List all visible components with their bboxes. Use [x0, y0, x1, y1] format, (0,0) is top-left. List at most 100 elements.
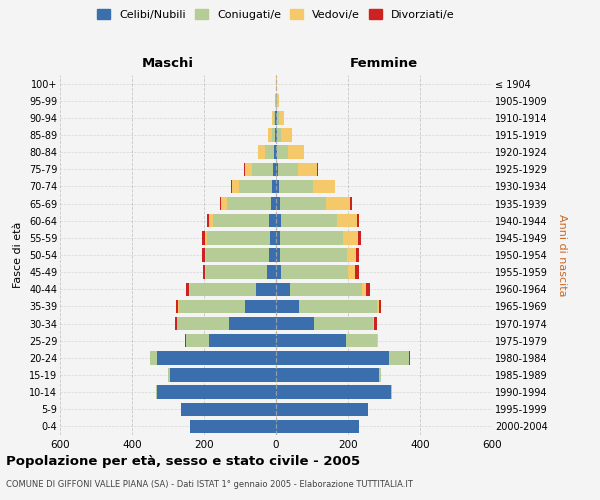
- Bar: [287, 146, 304, 159]
- Bar: [272, 180, 276, 193]
- Bar: [276, 386, 391, 399]
- Bar: [326, 197, 350, 210]
- Y-axis label: Fasce di età: Fasce di età: [13, 222, 23, 288]
- Bar: [298, 162, 317, 176]
- Bar: [276, 231, 280, 244]
- Bar: [276, 402, 368, 416]
- Bar: [278, 162, 298, 176]
- Bar: [279, 180, 313, 193]
- Bar: [206, 248, 269, 262]
- Bar: [276, 248, 280, 262]
- Bar: [348, 266, 355, 279]
- Bar: [290, 282, 362, 296]
- Bar: [239, 180, 272, 193]
- Bar: [202, 248, 205, 262]
- Bar: [176, 300, 178, 313]
- Bar: [269, 214, 276, 228]
- Bar: [277, 111, 278, 124]
- Bar: [356, 248, 359, 262]
- Bar: [265, 146, 274, 159]
- Bar: [358, 231, 361, 244]
- Text: COMUNE DI GIFFONI VALLE PIANA (SA) - Dati ISTAT 1° gennaio 2005 - Elaborazione T: COMUNE DI GIFFONI VALLE PIANA (SA) - Dat…: [6, 480, 413, 489]
- Bar: [213, 214, 269, 228]
- Bar: [355, 266, 359, 279]
- Bar: [206, 231, 269, 244]
- Bar: [276, 266, 281, 279]
- Bar: [277, 146, 287, 159]
- Bar: [377, 334, 378, 347]
- Bar: [276, 368, 379, 382]
- Bar: [268, 128, 272, 141]
- Bar: [256, 282, 276, 296]
- Bar: [379, 368, 382, 382]
- Bar: [373, 317, 374, 330]
- Bar: [205, 266, 206, 279]
- Bar: [274, 146, 276, 159]
- Bar: [227, 197, 271, 210]
- Bar: [276, 146, 277, 159]
- Bar: [379, 300, 382, 313]
- Bar: [275, 128, 276, 141]
- Bar: [347, 248, 356, 262]
- Bar: [276, 420, 359, 433]
- Bar: [362, 282, 366, 296]
- Bar: [389, 351, 409, 364]
- Bar: [175, 317, 177, 330]
- Bar: [269, 248, 276, 262]
- Bar: [366, 282, 370, 296]
- Bar: [299, 300, 377, 313]
- Bar: [157, 351, 276, 364]
- Bar: [276, 351, 389, 364]
- Bar: [276, 334, 346, 347]
- Bar: [187, 282, 189, 296]
- Y-axis label: Anni di nascita: Anni di nascita: [557, 214, 567, 296]
- Bar: [157, 386, 276, 399]
- Bar: [245, 162, 251, 176]
- Text: Femmine: Femmine: [350, 57, 418, 70]
- Bar: [202, 231, 205, 244]
- Bar: [273, 162, 276, 176]
- Bar: [317, 162, 318, 176]
- Bar: [343, 231, 358, 244]
- Bar: [170, 368, 276, 382]
- Bar: [179, 300, 245, 313]
- Bar: [205, 231, 206, 244]
- Bar: [205, 248, 206, 262]
- Bar: [346, 334, 377, 347]
- Bar: [276, 300, 299, 313]
- Bar: [245, 300, 276, 313]
- Bar: [209, 334, 276, 347]
- Text: Popolazione per età, sesso e stato civile - 2005: Popolazione per età, sesso e stato civil…: [6, 455, 360, 468]
- Bar: [244, 162, 245, 176]
- Bar: [221, 197, 227, 210]
- Bar: [276, 197, 280, 210]
- Legend: Celibi/Nubili, Coniugati/e, Vedovi/e, Divorziati/e: Celibi/Nubili, Coniugati/e, Vedovi/e, Di…: [93, 5, 459, 24]
- Bar: [203, 266, 205, 279]
- Bar: [278, 111, 284, 124]
- Bar: [272, 128, 275, 141]
- Bar: [181, 402, 276, 416]
- Bar: [280, 197, 326, 210]
- Bar: [185, 334, 186, 347]
- Bar: [409, 351, 410, 364]
- Bar: [251, 162, 273, 176]
- Bar: [274, 111, 275, 124]
- Bar: [229, 317, 276, 330]
- Text: Maschi: Maschi: [142, 57, 194, 70]
- Bar: [377, 300, 379, 313]
- Bar: [391, 386, 392, 399]
- Bar: [232, 180, 239, 193]
- Bar: [220, 197, 221, 210]
- Bar: [313, 180, 335, 193]
- Bar: [272, 111, 274, 124]
- Bar: [207, 214, 209, 228]
- Bar: [150, 351, 157, 364]
- Bar: [267, 266, 276, 279]
- Bar: [281, 266, 348, 279]
- Bar: [276, 282, 290, 296]
- Bar: [276, 214, 281, 228]
- Bar: [280, 231, 343, 244]
- Bar: [276, 128, 277, 141]
- Bar: [337, 214, 357, 228]
- Bar: [374, 317, 377, 330]
